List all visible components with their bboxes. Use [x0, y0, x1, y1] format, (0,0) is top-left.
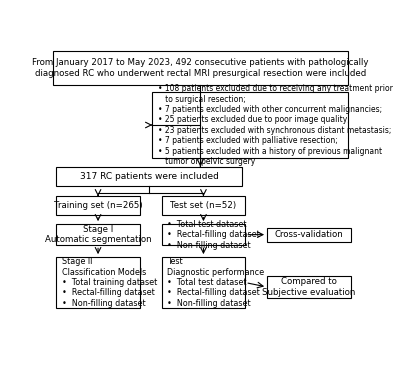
- Text: •  Total test dataset
•  Rectal-filling dataset
•  Non-filling dataset: • Total test dataset • Rectal-filling da…: [167, 220, 260, 250]
- FancyBboxPatch shape: [267, 276, 351, 298]
- FancyBboxPatch shape: [267, 227, 351, 241]
- Text: Test set (n=52): Test set (n=52): [170, 201, 236, 210]
- FancyBboxPatch shape: [56, 224, 140, 245]
- FancyBboxPatch shape: [162, 196, 245, 215]
- Text: Stage I
Automatic segmentation: Stage I Automatic segmentation: [45, 225, 151, 244]
- Text: • 108 patients excluded due to receiving any treatment prior
   to surgical rese: • 108 patients excluded due to receiving…: [158, 84, 393, 166]
- Text: From January 2017 to May 2023, 492 consecutive patients with pathologically
diag: From January 2017 to May 2023, 492 conse…: [32, 58, 369, 78]
- Text: Cross-validation: Cross-validation: [274, 230, 343, 239]
- Text: Test
Diagnostic performance
•  Total test dataset
•  Rectal-filling dataset
•  N: Test Diagnostic performance • Total test…: [167, 257, 264, 308]
- Text: Training set (n=265): Training set (n=265): [54, 201, 142, 210]
- Text: 317 RC patients were included: 317 RC patients were included: [80, 172, 219, 180]
- FancyBboxPatch shape: [56, 196, 140, 215]
- FancyBboxPatch shape: [56, 257, 140, 308]
- FancyBboxPatch shape: [162, 257, 245, 308]
- FancyBboxPatch shape: [162, 224, 245, 245]
- FancyBboxPatch shape: [53, 51, 348, 85]
- FancyBboxPatch shape: [152, 92, 348, 158]
- Text: Stage II
Classification Models
•  Total training dataset
•  Rectal-filling datas: Stage II Classification Models • Total t…: [62, 257, 157, 308]
- FancyBboxPatch shape: [56, 167, 242, 186]
- Text: Compared to
Subjective evaluation: Compared to Subjective evaluation: [262, 277, 356, 297]
